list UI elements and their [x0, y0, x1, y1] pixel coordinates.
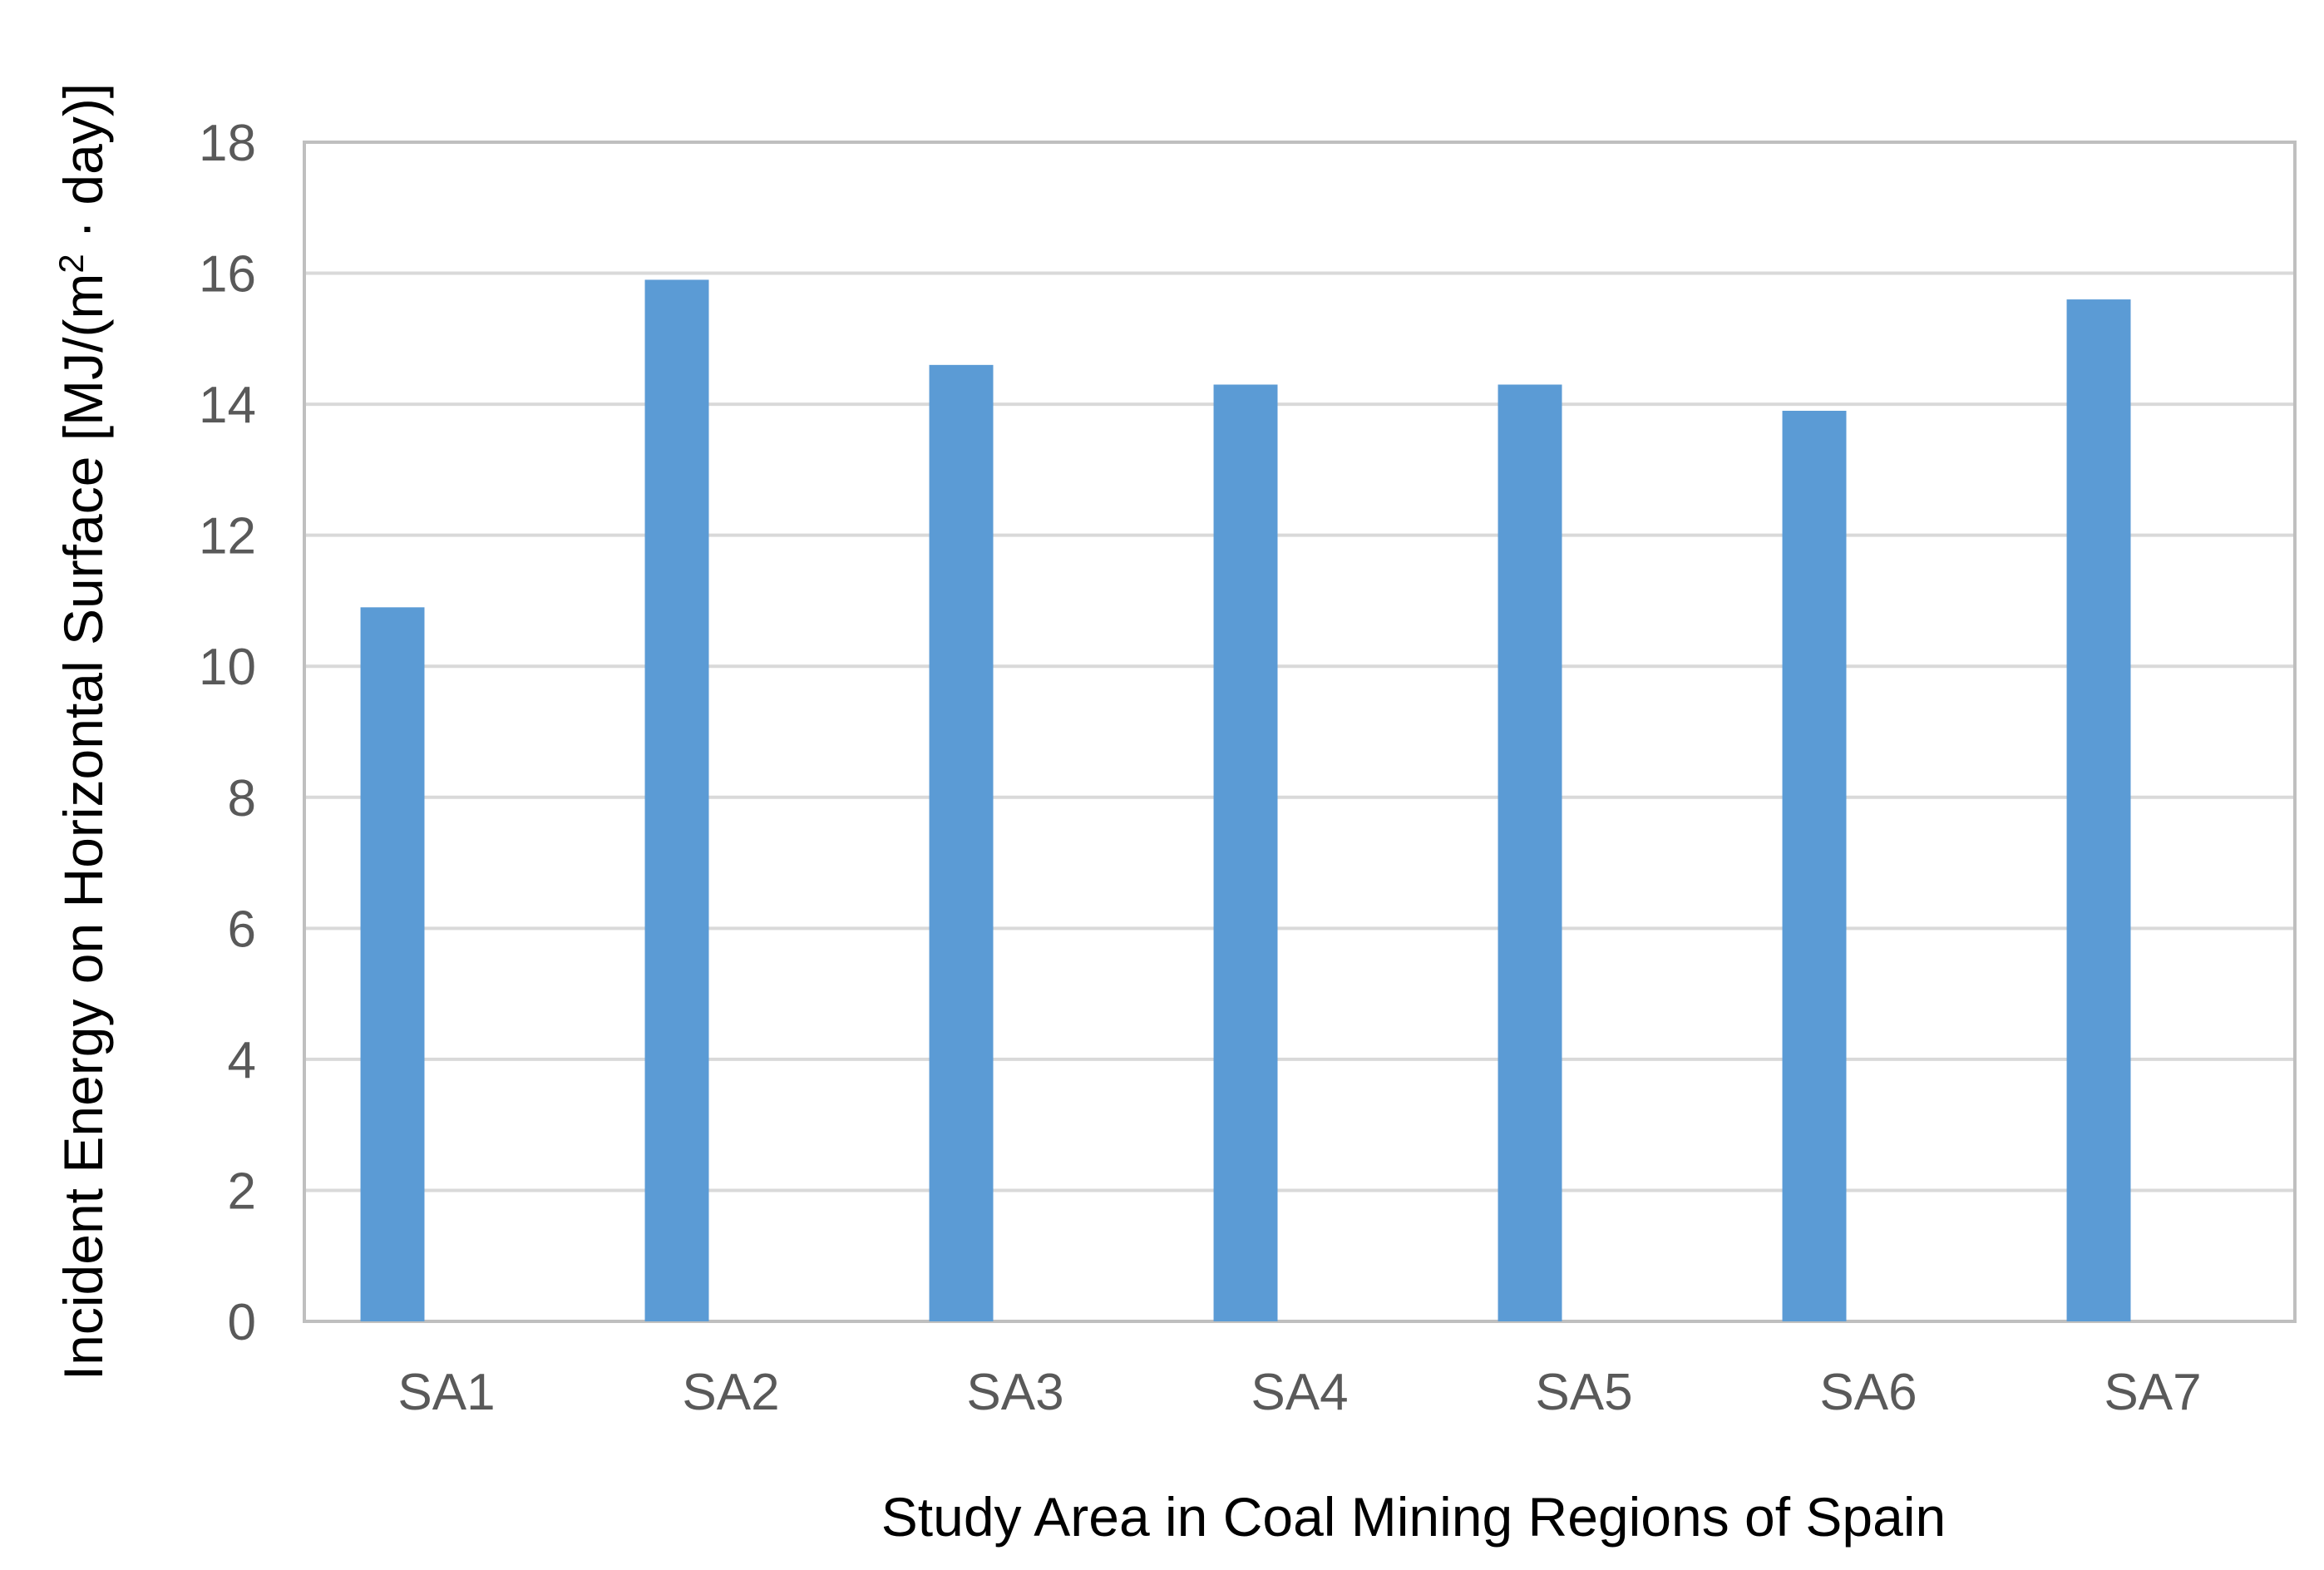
x-axis-title: Study Area in Coal Mining Regions of Spa… [881, 1486, 1946, 1548]
y-axis-title-tail: · day)] [52, 83, 114, 254]
y-tick-label: 18 [199, 115, 256, 172]
y-tick-label: 10 [199, 639, 256, 696]
bar-sa5 [1498, 384, 1562, 1321]
bar-sa2 [644, 279, 709, 1321]
x-tick-label: SA4 [1251, 1364, 1348, 1421]
y-tick-label: 16 [199, 246, 256, 304]
y-tick-label: 2 [228, 1163, 256, 1220]
y-tick-label: 4 [228, 1032, 256, 1089]
bars [360, 279, 2131, 1322]
x-tick-label: SA1 [397, 1364, 495, 1421]
bar-sa3 [929, 364, 994, 1321]
gridlines [304, 141, 2295, 1192]
x-tick-label: SA5 [1535, 1364, 1632, 1421]
x-tick-label: SA7 [2104, 1364, 2201, 1421]
bar-sa1 [360, 607, 425, 1321]
x-tick-label: SA3 [966, 1364, 1063, 1421]
y-axis-tick-labels: 0 2 4 6 8 10 12 14 16 18 [199, 115, 256, 1351]
bar-sa4 [1213, 384, 1278, 1321]
y-axis-title: Incident Energy on Horizontal Surface [M… [52, 83, 115, 1380]
y-tick-label: 6 [228, 901, 256, 958]
x-tick-label: SA2 [682, 1364, 779, 1421]
y-axis-title-superscript: 2 [52, 254, 91, 273]
y-tick-label: 8 [228, 770, 256, 827]
y-tick-label: 12 [199, 508, 256, 565]
x-axis-tick-labels: SA1 SA2 SA3 SA4 SA5 SA6 SA7 [397, 1364, 2201, 1421]
bar-sa7 [2066, 299, 2131, 1322]
bar-sa6 [1782, 410, 1847, 1321]
y-axis-title-main: Incident Energy on Horizontal Surface [M… [52, 274, 114, 1381]
plot-area-frame [303, 141, 2297, 1323]
x-tick-label: SA6 [1819, 1364, 1917, 1421]
y-tick-label: 0 [228, 1294, 256, 1351]
y-tick-label: 14 [199, 377, 256, 434]
